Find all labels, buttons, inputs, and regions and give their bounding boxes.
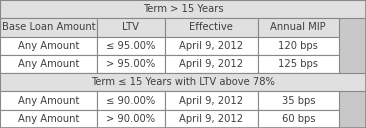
Text: Annual MIP: Annual MIP bbox=[270, 22, 326, 32]
Text: 120 bps: 120 bps bbox=[279, 41, 318, 51]
Bar bbox=[0, 0, 366, 18]
Bar bbox=[0, 18, 97, 37]
Bar bbox=[0, 55, 97, 73]
Bar bbox=[165, 91, 258, 110]
Bar bbox=[0, 91, 97, 110]
Bar bbox=[165, 110, 258, 128]
Text: 35 bps: 35 bps bbox=[281, 96, 315, 106]
Text: April 9, 2012: April 9, 2012 bbox=[179, 114, 243, 124]
Text: > 90.00%: > 90.00% bbox=[106, 114, 156, 124]
Bar bbox=[258, 18, 339, 37]
Bar bbox=[97, 55, 165, 73]
Text: 60 bps: 60 bps bbox=[281, 114, 315, 124]
Text: Term ≤ 15 Years with LTV above 78%: Term ≤ 15 Years with LTV above 78% bbox=[91, 77, 275, 87]
Text: ≤ 90.00%: ≤ 90.00% bbox=[106, 96, 156, 106]
Text: April 9, 2012: April 9, 2012 bbox=[179, 59, 243, 69]
Text: 125 bps: 125 bps bbox=[278, 59, 318, 69]
Text: Any Amount: Any Amount bbox=[18, 96, 79, 106]
Bar bbox=[97, 110, 165, 128]
Bar bbox=[258, 91, 339, 110]
Text: Effective: Effective bbox=[190, 22, 233, 32]
Bar bbox=[165, 55, 258, 73]
Text: Base Loan Amount: Base Loan Amount bbox=[2, 22, 95, 32]
Bar bbox=[0, 37, 97, 55]
Text: Any Amount: Any Amount bbox=[18, 114, 79, 124]
Text: LTV: LTV bbox=[122, 22, 139, 32]
Bar bbox=[258, 55, 339, 73]
Text: Term > 15 Years: Term > 15 Years bbox=[143, 4, 223, 14]
Text: Any Amount: Any Amount bbox=[18, 59, 79, 69]
Bar bbox=[165, 37, 258, 55]
Text: April 9, 2012: April 9, 2012 bbox=[179, 41, 243, 51]
Text: > 95.00%: > 95.00% bbox=[106, 59, 156, 69]
Bar bbox=[258, 110, 339, 128]
Text: ≤ 95.00%: ≤ 95.00% bbox=[106, 41, 156, 51]
Bar bbox=[97, 37, 165, 55]
Bar bbox=[0, 110, 97, 128]
Bar bbox=[0, 73, 366, 91]
Bar bbox=[165, 18, 258, 37]
Bar bbox=[258, 37, 339, 55]
Bar bbox=[97, 18, 165, 37]
Text: Any Amount: Any Amount bbox=[18, 41, 79, 51]
Bar bbox=[97, 91, 165, 110]
Text: April 9, 2012: April 9, 2012 bbox=[179, 96, 243, 106]
